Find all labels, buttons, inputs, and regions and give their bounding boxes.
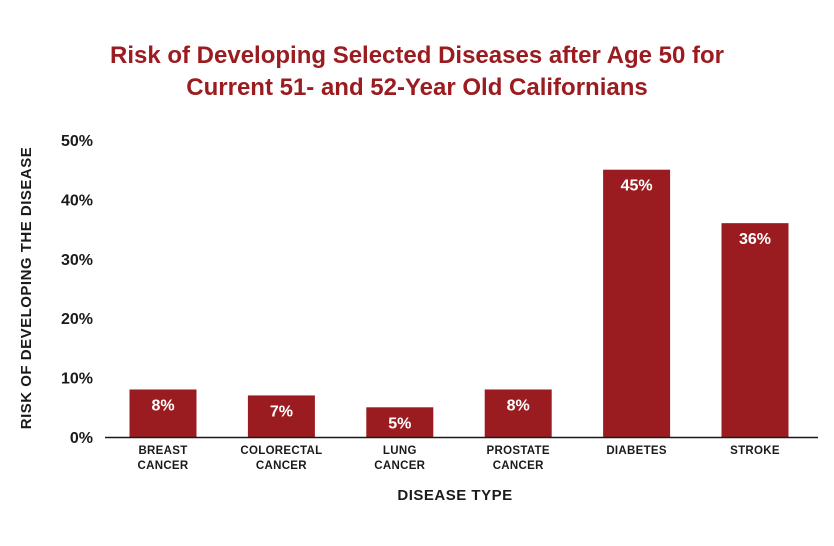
x-axis-categories: BREAST CANCER COLORECTAL CANCER LUNG CANCER PR… — [138, 445, 780, 472]
chart-title-line-2: Current 51- and 52-Year Old Californians — [186, 74, 648, 101]
bar-value-label: 8% — [151, 397, 174, 414]
y-tick-label: 0% — [70, 430, 93, 447]
y-axis-label: RISK OF DEVELOPING THE DISEASE — [18, 147, 35, 430]
bar-value-label: 7% — [270, 403, 293, 420]
bar — [129, 389, 197, 437]
bar — [247, 395, 315, 437]
y-tick-label: 40% — [61, 192, 93, 209]
chart-title-line-1: Risk of Developing Selected Diseases aft… — [109, 42, 724, 69]
x-category-label: PROSTATE — [487, 445, 550, 457]
bar-value-label: 36% — [739, 231, 771, 248]
y-tick-label: 20% — [61, 311, 93, 328]
x-category-label: BREAST — [138, 445, 187, 457]
bar-value-label: 5% — [388, 415, 411, 432]
x-category-label: COLORECTAL — [240, 445, 322, 457]
chart-title: Risk of Developing Selected Diseases aft… — [0, 40, 834, 104]
x-category-label: CANCER — [138, 460, 189, 472]
x-category-label: STROKE — [730, 445, 780, 457]
bar — [484, 389, 552, 437]
y-tick-label: 30% — [61, 252, 93, 269]
y-axis-ticks: 0% 10% 20% 30% 40% 50% — [61, 133, 93, 447]
x-category-label: DIABETES — [606, 445, 667, 457]
x-category-label: CANCER — [493, 460, 544, 472]
bar-value-label: 45% — [621, 178, 653, 195]
y-tick-label: 50% — [61, 133, 93, 150]
x-axis-label: DISEASE TYPE — [397, 487, 512, 504]
bar — [721, 223, 789, 437]
bar — [603, 169, 671, 437]
bar — [366, 407, 434, 437]
x-category-label: LUNG — [383, 445, 417, 457]
bars: 8% 7% 5% 8% 45% 36% — [129, 169, 789, 437]
bar-value-label: 8% — [507, 397, 530, 414]
y-tick-label: 10% — [61, 371, 93, 388]
x-category-label: CANCER — [256, 460, 307, 472]
x-category-label: CANCER — [374, 460, 425, 472]
